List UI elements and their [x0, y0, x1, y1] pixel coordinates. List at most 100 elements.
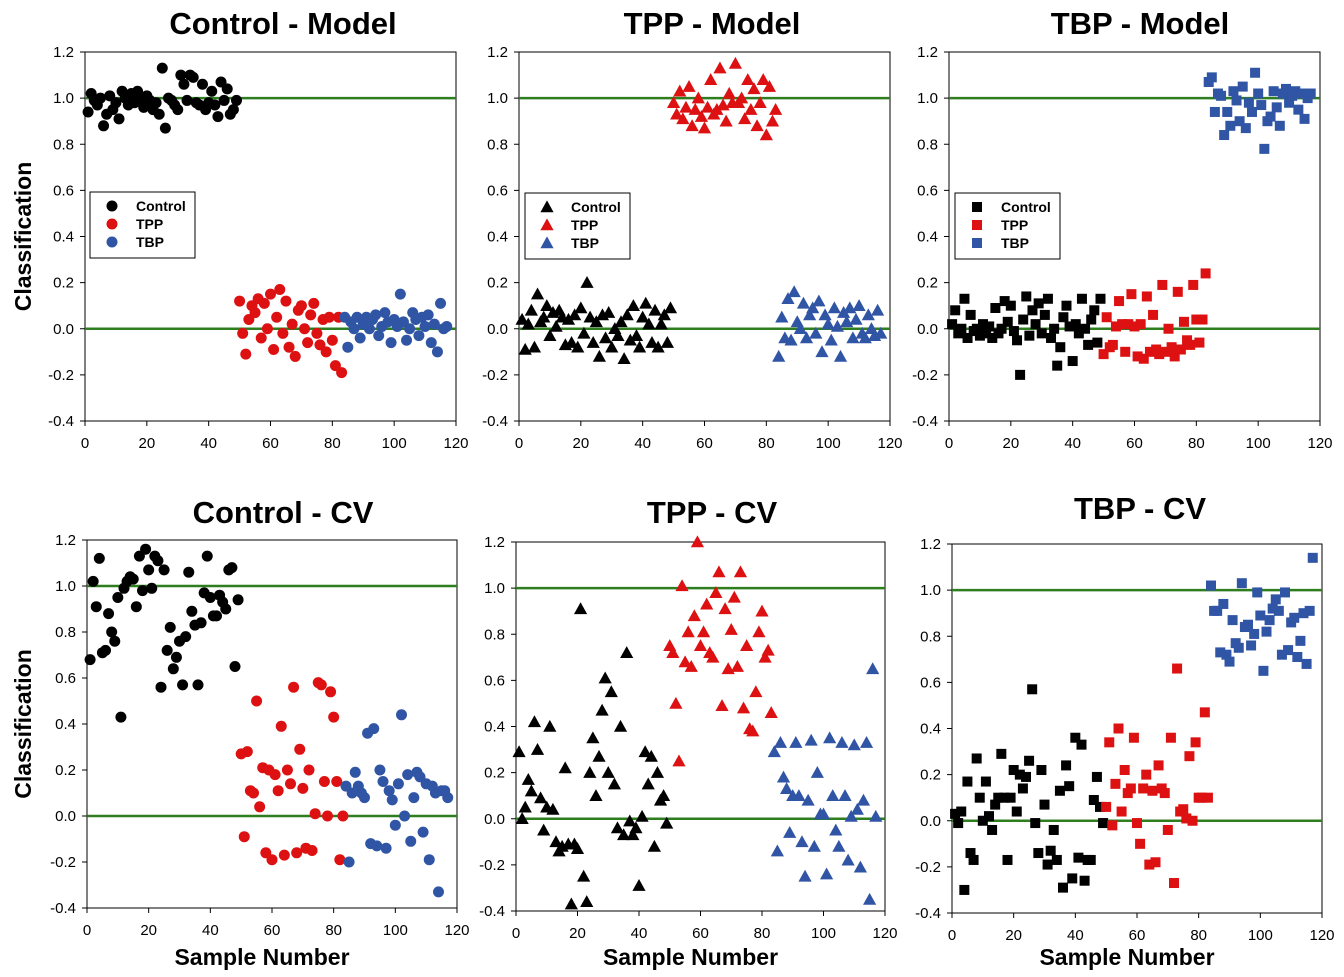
data-point — [265, 288, 276, 300]
data-point — [586, 731, 600, 744]
data-point — [670, 107, 684, 120]
series-tbp — [340, 709, 454, 898]
data-point — [278, 849, 290, 861]
data-point — [1002, 854, 1013, 865]
x-tick-label: 60 — [1126, 435, 1143, 452]
data-point — [843, 301, 857, 314]
data-point — [380, 842, 392, 854]
data-point — [1159, 788, 1170, 799]
x-tick-label: 120 — [444, 922, 469, 939]
x-tick-label: 40 — [202, 922, 219, 939]
data-point — [959, 884, 970, 895]
data-point — [573, 602, 588, 615]
data-point — [383, 785, 395, 797]
y-tick-label: 0.4 — [920, 721, 941, 738]
y-tick-label: 0.0 — [55, 808, 76, 825]
data-point — [617, 352, 631, 365]
data-point — [192, 679, 204, 691]
data-point — [349, 766, 361, 778]
data-point — [564, 335, 579, 348]
data-point — [713, 61, 727, 74]
data-point — [772, 349, 786, 362]
data-point — [1033, 848, 1044, 859]
data-point — [1021, 291, 1032, 302]
data-point — [399, 810, 411, 822]
data-point — [999, 792, 1010, 803]
data-point — [286, 318, 298, 330]
chart-title: Control - Model — [169, 6, 396, 41]
data-point — [109, 635, 121, 647]
data-point — [1185, 339, 1196, 350]
y-tick-label: 0.6 — [920, 674, 941, 691]
chart-panel-4: Control - CV -0.4 -0.2 0.0 0.2 0.4 0.6 0.8 1.0 1.… — [10, 495, 470, 970]
data-point — [326, 334, 338, 346]
data-point — [394, 288, 406, 300]
data-point — [543, 719, 557, 732]
data-point — [871, 303, 885, 316]
data-point — [359, 792, 370, 804]
data-point — [396, 709, 407, 721]
data-point — [1101, 801, 1112, 812]
data-point — [1138, 353, 1149, 364]
data-point — [728, 56, 743, 69]
data-point — [1048, 824, 1059, 835]
data-point — [710, 103, 724, 115]
data-point — [1027, 305, 1038, 316]
data-point — [1125, 783, 1136, 794]
data-point — [852, 299, 866, 311]
y-tick-label: 0.2 — [487, 275, 508, 292]
data-point — [792, 789, 806, 801]
data-point — [1169, 351, 1180, 362]
data-point — [433, 886, 444, 898]
data-point — [534, 791, 548, 804]
data-point — [1249, 628, 1260, 639]
data-point — [392, 778, 404, 790]
data-point — [1178, 804, 1189, 815]
data-point — [187, 71, 199, 83]
data-point — [592, 349, 606, 362]
data-point — [1002, 316, 1013, 327]
data-point — [675, 579, 689, 592]
y-tick-label: 0.6 — [487, 182, 508, 199]
data-point — [417, 826, 429, 838]
data-point — [370, 309, 382, 321]
data-point — [776, 770, 791, 783]
legend-label: TPP — [571, 217, 598, 233]
legend: Control TPP TBP — [524, 192, 631, 260]
data-point — [1110, 778, 1121, 789]
x-tick-label: 100 — [382, 435, 407, 452]
data-point — [543, 329, 557, 341]
data-point — [996, 323, 1007, 334]
x-axis-title: Sample Number — [603, 944, 778, 970]
data-point — [950, 808, 961, 819]
x-tick-label: 0 — [945, 435, 953, 452]
series-control — [82, 62, 242, 134]
series-tpp — [235, 677, 349, 866]
y-tick-label: -0.2 — [479, 857, 505, 874]
x-tick-label: 80 — [324, 435, 341, 452]
data-point — [281, 764, 293, 776]
data-point — [441, 320, 453, 332]
x-tick-label: 60 — [696, 435, 713, 452]
data-point — [515, 812, 529, 825]
data-point — [106, 626, 118, 638]
data-point — [1046, 332, 1057, 343]
series-tpp — [666, 56, 783, 141]
data-point — [1101, 312, 1112, 323]
data-point — [762, 79, 777, 92]
x-tick-label: 120 — [872, 925, 897, 942]
data-point — [801, 793, 815, 806]
legend-marker — [540, 218, 554, 231]
data-point — [1163, 323, 1174, 334]
y-tick-label: 0.0 — [920, 813, 941, 830]
data-point — [1237, 81, 1248, 92]
data-point — [1215, 647, 1226, 658]
data-point — [170, 651, 182, 663]
data-point — [299, 323, 311, 335]
x-tick-label: 120 — [443, 435, 468, 452]
data-point — [322, 810, 333, 822]
data-point — [272, 785, 284, 797]
y-tick-label: 0.6 — [484, 672, 505, 689]
data-point — [306, 845, 318, 856]
data-point — [629, 821, 643, 834]
